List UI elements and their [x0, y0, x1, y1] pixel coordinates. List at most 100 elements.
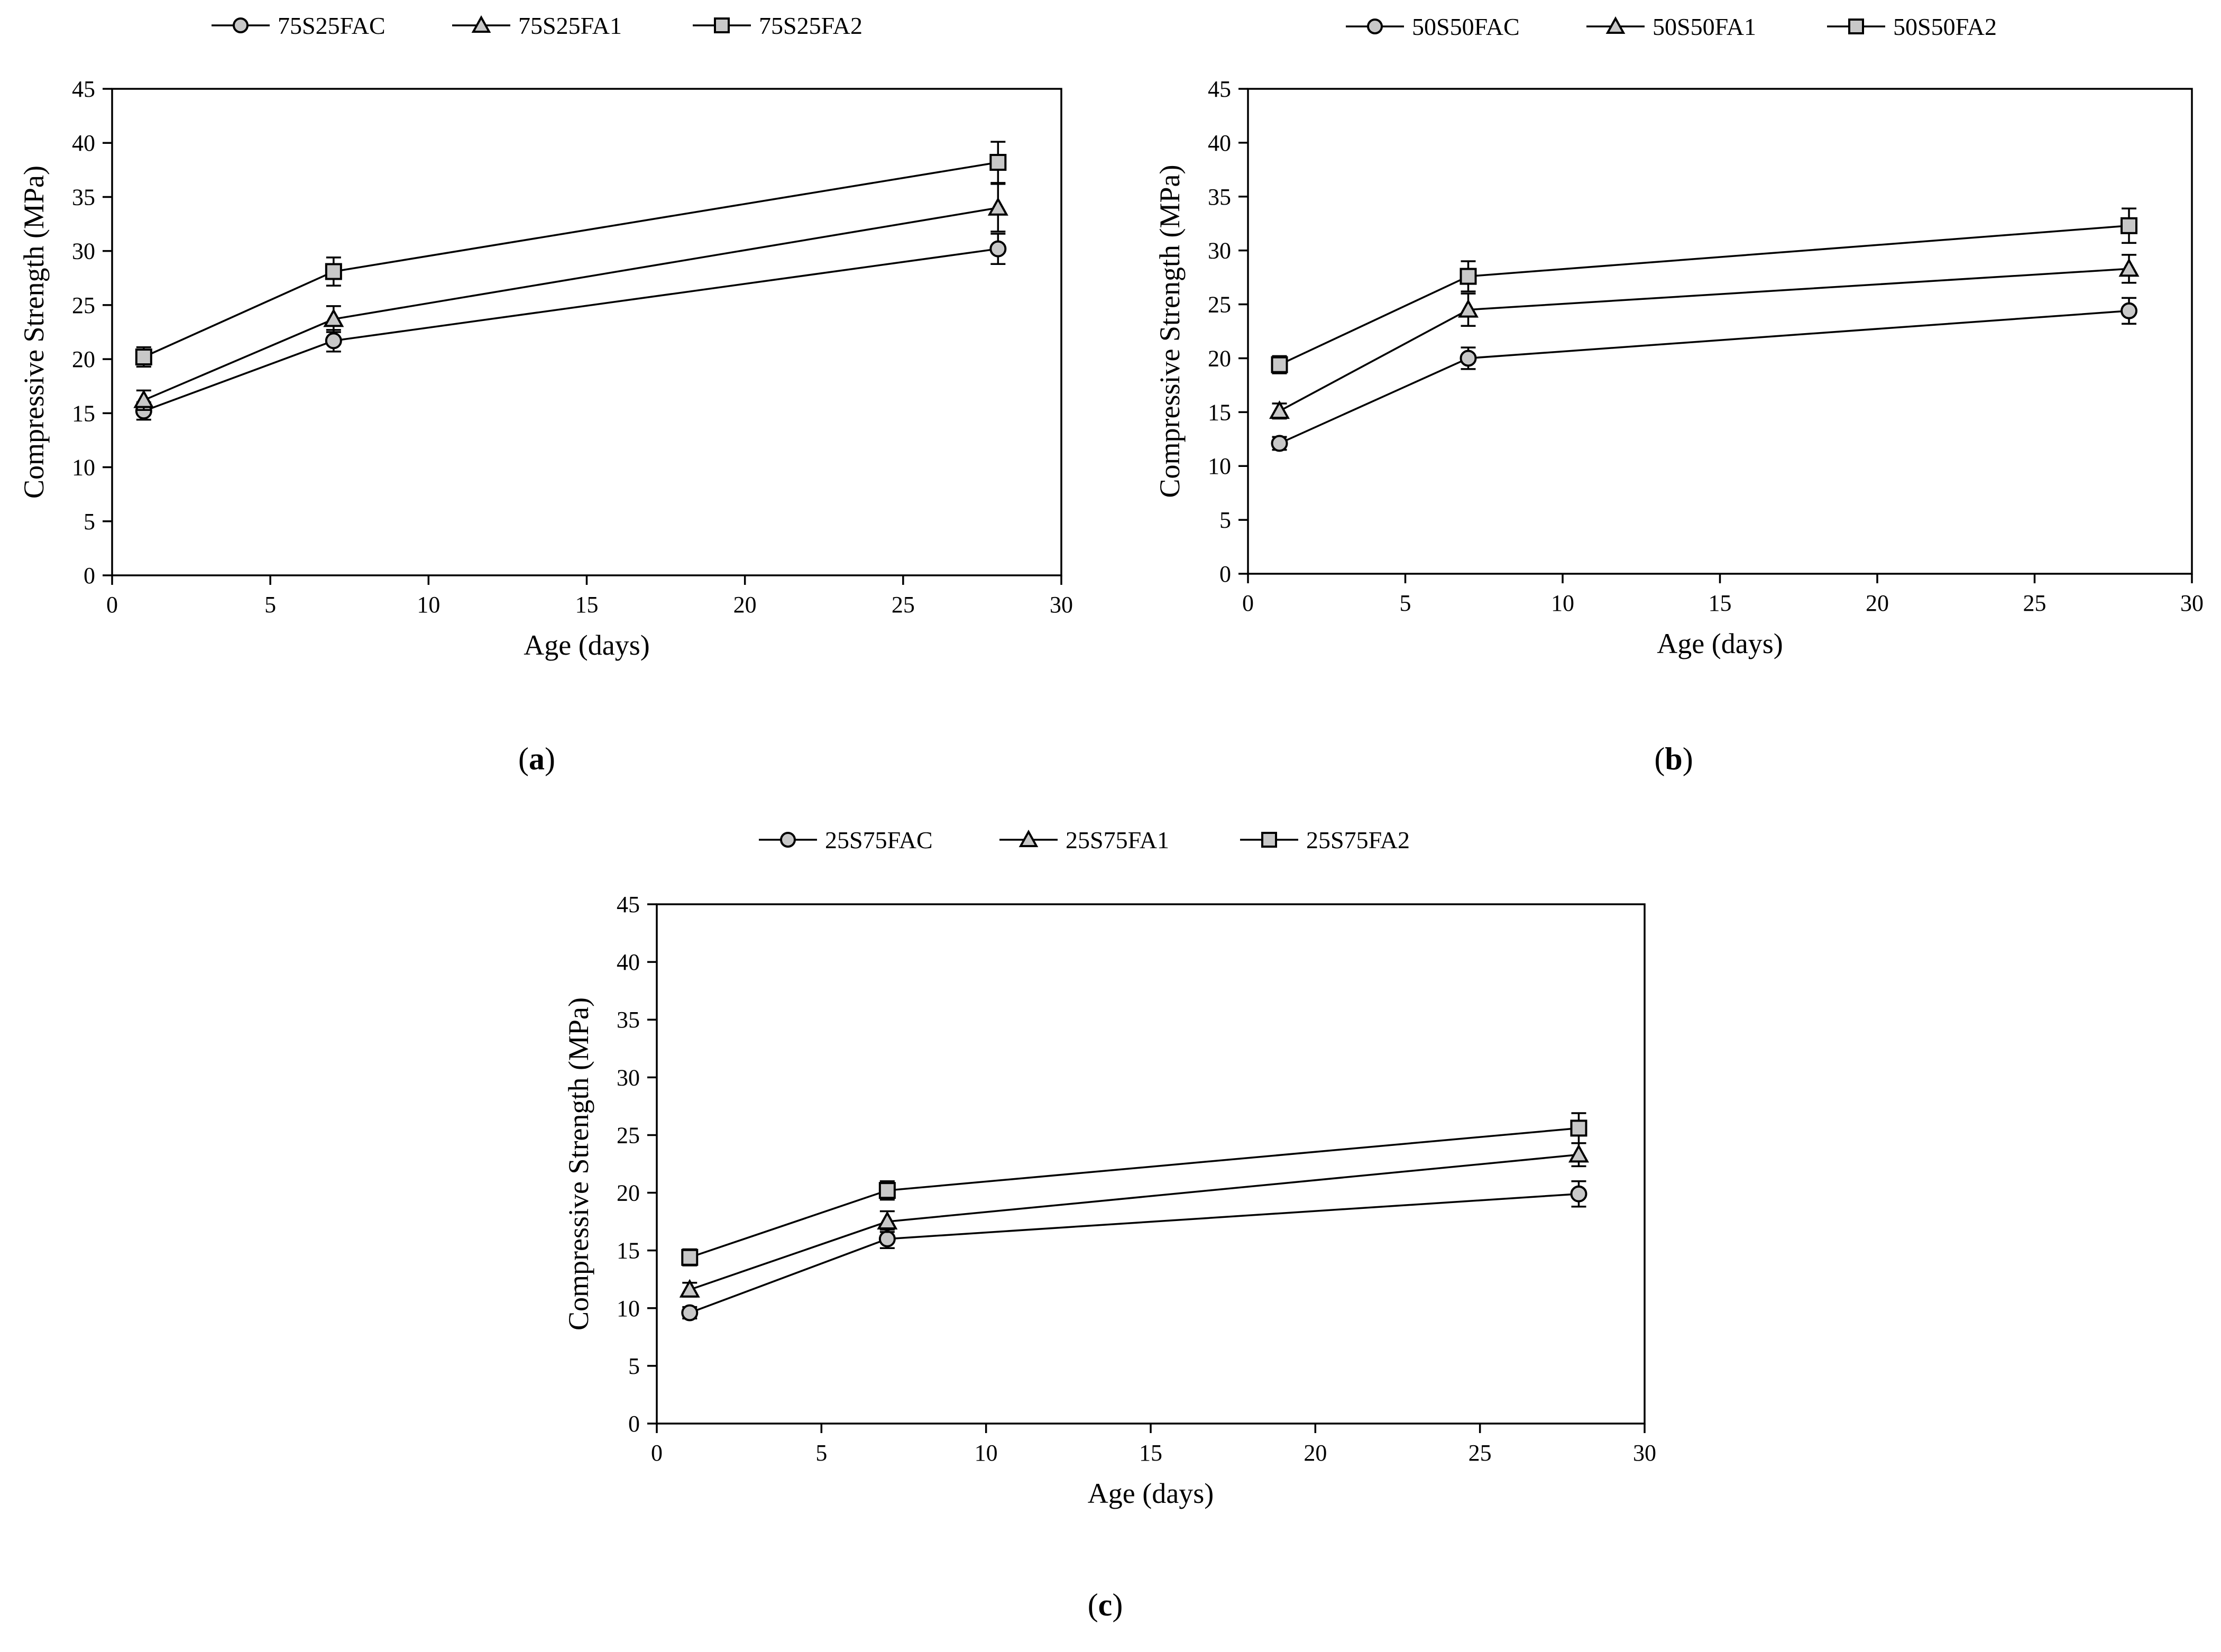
y-tick-label: 40	[72, 130, 95, 156]
legend-marker	[1848, 19, 1864, 34]
series-75S25FA1	[133, 183, 1008, 411]
plot-frame	[1247, 88, 2193, 575]
y-tick-label: 30	[1208, 238, 1231, 264]
data-point	[989, 154, 1007, 171]
legend: 50S50FAC 50S50FA1 50S50FA2	[1346, 13, 1997, 40]
legend: 25S75FAC 25S75FA1 25S75FA2	[759, 827, 1410, 853]
y-tick-label: 10	[1208, 453, 1231, 479]
panel-label: (b)	[1654, 741, 1693, 776]
data-point	[989, 240, 1007, 258]
legend-label: 50S50FAC	[1412, 13, 1520, 40]
data-point	[1570, 1185, 1587, 1203]
legend-marker	[1605, 16, 1626, 34]
data-point	[2118, 258, 2140, 277]
legend-label: 50S50FA1	[1653, 13, 1756, 40]
legend-label: 25S75FA2	[1306, 827, 1410, 853]
legend-label: 75S25FA2	[759, 12, 862, 39]
x-tick-label: 5	[264, 592, 276, 618]
x-axis-title: Age (days)	[1657, 628, 1783, 659]
data-point	[133, 389, 154, 408]
x-tick-label: 0	[106, 592, 118, 618]
x-tick-label: 15	[1709, 590, 1732, 616]
x-tick-label: 10	[975, 1440, 998, 1466]
y-tick-label: 0	[1219, 561, 1231, 587]
x-tick-label: 15	[1139, 1440, 1162, 1466]
y-tick-label: 5	[1219, 507, 1231, 533]
x-axis-title: Age (days)	[1088, 1477, 1214, 1509]
y-tick-label: 0	[84, 563, 95, 589]
x-tick-label: 25	[892, 592, 915, 618]
series-25S75FA1	[679, 1142, 1589, 1298]
series-75S25FA2	[135, 141, 1007, 368]
data-point	[1460, 268, 1477, 285]
x-tick-label: 20	[1866, 590, 1889, 616]
x-tick-label: 25	[1469, 1440, 1492, 1466]
series-75S25FAC	[135, 233, 1007, 421]
y-tick-label: 20	[617, 1180, 640, 1206]
y-tick-label: 45	[72, 76, 95, 102]
series-line	[689, 1127, 1579, 1259]
y-tick-label: 30	[72, 238, 95, 264]
data-point	[1568, 1144, 1589, 1163]
series-line	[143, 247, 998, 412]
data-point	[1460, 350, 1477, 367]
y-tick-label: 15	[72, 400, 95, 426]
series-line	[143, 207, 998, 401]
data-point	[681, 1249, 699, 1266]
chart-panel-a: 0 5 10 15 20 25 30 35 40 45 0 5 10 15 20 25 30 Age (days)…	[18, 12, 1073, 776]
data-point	[325, 263, 342, 280]
series-25S75FAC	[681, 1180, 1587, 1321]
y-tick-label: 20	[72, 346, 95, 372]
y-tick-label: 15	[617, 1238, 640, 1264]
data-point	[1269, 400, 1290, 419]
data-point	[681, 1304, 699, 1321]
chart-panel-b: 0 5 10 15 20 25 30 35 40 45 0 5 10 15 20 25 30 Age (days)…	[1154, 13, 2204, 776]
x-tick-label: 30	[1633, 1440, 1656, 1466]
legend: 75S25FAC 75S25FA1 75S25FA2	[212, 12, 862, 39]
y-tick-label: 35	[1208, 184, 1231, 210]
legend-marker	[1018, 829, 1039, 847]
x-tick-label: 10	[1551, 590, 1574, 616]
x-tick-label: 5	[815, 1440, 827, 1466]
x-tick-label: 25	[2023, 590, 2046, 616]
y-tick-label: 40	[1208, 130, 1231, 156]
data-point	[1271, 356, 1288, 373]
y-tick-label: 25	[617, 1122, 640, 1148]
x-axis-title: Age (days)	[524, 629, 649, 661]
series-50S50FAC	[1271, 297, 2137, 452]
data-point	[878, 1182, 896, 1199]
data-point	[135, 348, 152, 366]
series-25S75FA2	[681, 1112, 1587, 1266]
data-point	[877, 1210, 898, 1229]
legend-label: 25S75FAC	[825, 827, 933, 853]
x-tick-label: 15	[575, 592, 599, 618]
data-point	[2121, 217, 2137, 234]
data-point	[987, 197, 1008, 216]
y-tick-label: 35	[617, 1007, 640, 1033]
series-line	[1279, 268, 2130, 412]
data-point	[679, 1279, 700, 1298]
y-axis-title: Compressive Strength (MPa)	[563, 997, 594, 1330]
data-point	[878, 1230, 896, 1247]
legend-marker	[780, 832, 796, 848]
y-tick-label: 15	[1208, 399, 1231, 425]
y-tick-label: 20	[1208, 345, 1231, 371]
x-tick-label: 30	[2180, 590, 2204, 616]
series-50S50FA2	[1271, 207, 2137, 374]
y-tick-label: 25	[72, 292, 95, 318]
y-tick-label: 45	[1208, 76, 1231, 102]
y-axis-title: Compressive Strength (MPa)	[18, 166, 50, 499]
x-tick-label: 20	[733, 592, 757, 618]
panel-label: (c)	[1088, 1587, 1123, 1622]
data-point	[325, 332, 342, 350]
x-tick-label: 0	[1242, 590, 1254, 616]
y-tick-label: 40	[617, 949, 640, 975]
y-tick-label: 5	[84, 509, 95, 535]
y-tick-label: 0	[628, 1411, 640, 1437]
x-tick-label: 5	[1400, 590, 1411, 616]
x-tick-label: 30	[1050, 592, 1073, 618]
series-line	[1279, 310, 2130, 445]
legend-marker	[1367, 19, 1383, 34]
legend-marker	[233, 17, 249, 33]
